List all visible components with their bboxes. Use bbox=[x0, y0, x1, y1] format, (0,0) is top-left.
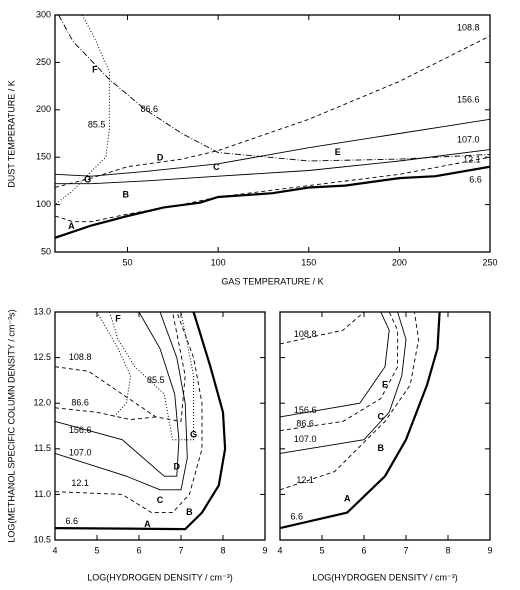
contour-line bbox=[280, 312, 399, 432]
y-axis-label: LOG(METHANOL SPECIFIC COLUMN DENSITY / c… bbox=[6, 309, 16, 542]
contour-line bbox=[55, 156, 490, 223]
contour-line bbox=[55, 149, 490, 185]
contour-label: E bbox=[335, 147, 341, 157]
x-tick-label: 8 bbox=[445, 545, 450, 555]
x-tick-label: 7 bbox=[403, 545, 408, 555]
x-tick-label: 4 bbox=[52, 545, 57, 555]
contour-line bbox=[58, 15, 490, 162]
contour-label: C bbox=[378, 411, 385, 421]
x-axis-label: LOG(HYDROGEN DENSITY / cm⁻³) bbox=[87, 572, 233, 582]
contour-label: 6.6 bbox=[66, 516, 79, 526]
x-tick-label: 8 bbox=[220, 545, 225, 555]
contour-line bbox=[280, 312, 390, 418]
x-tick-label: 200 bbox=[392, 257, 407, 267]
x-tick-label: 50 bbox=[122, 257, 132, 267]
y-tick-label: 12.5 bbox=[33, 352, 51, 362]
contour-line bbox=[280, 312, 441, 530]
contour-label: C bbox=[213, 162, 220, 172]
x-tick-label: 5 bbox=[319, 545, 324, 555]
contour-line bbox=[280, 312, 420, 491]
contour-line bbox=[280, 312, 365, 345]
x-tick-label: 9 bbox=[262, 545, 267, 555]
y-tick-label: 150 bbox=[36, 152, 51, 162]
contour-label: 12.1 bbox=[71, 478, 89, 488]
contour-line bbox=[55, 35, 490, 188]
contour-label: A bbox=[144, 519, 151, 529]
y-tick-label: 200 bbox=[36, 104, 51, 114]
x-tick-label: 100 bbox=[211, 257, 226, 267]
contour-line bbox=[280, 312, 407, 454]
contour-label: 156.6 bbox=[457, 95, 480, 105]
contour-label: 107.0 bbox=[294, 434, 317, 444]
y-tick-label: 50 bbox=[41, 246, 51, 256]
contour-label: 107.0 bbox=[457, 135, 480, 145]
x-tick-label: 4 bbox=[277, 545, 282, 555]
y-tick-label: 100 bbox=[36, 199, 51, 209]
x-tick-label: 250 bbox=[482, 257, 497, 267]
contour-label: B bbox=[378, 443, 385, 453]
contour-label: F bbox=[92, 64, 98, 74]
contour-label: 6.6 bbox=[469, 174, 482, 184]
x-tick-label: 7 bbox=[178, 545, 183, 555]
y-tick-label: 13.0 bbox=[33, 306, 51, 316]
contour-label: 85.5 bbox=[147, 375, 165, 385]
y-tick-label: 11.5 bbox=[34, 443, 51, 453]
contour-label: G bbox=[84, 174, 91, 184]
contour-label: C bbox=[157, 495, 164, 505]
y-tick-label: 10.5 bbox=[33, 534, 51, 544]
contour-label: B bbox=[186, 507, 193, 517]
y-tick-label: 11.0 bbox=[34, 489, 51, 499]
x-tick-label: 150 bbox=[301, 257, 316, 267]
x-tick-label: 6 bbox=[361, 545, 366, 555]
contour-label: 156.6 bbox=[69, 425, 92, 435]
contour-label: D bbox=[157, 153, 164, 163]
contour-label: 86.6 bbox=[140, 104, 158, 114]
contour-label: B bbox=[122, 189, 129, 199]
contour-label: 108.8 bbox=[457, 23, 480, 33]
contour-line bbox=[55, 312, 188, 491]
y-tick-label: 12.0 bbox=[33, 398, 51, 408]
contour-line bbox=[55, 165, 490, 239]
contour-label: 12.1 bbox=[463, 154, 481, 164]
y-tick-label: 300 bbox=[36, 9, 51, 19]
y-tick-label: 250 bbox=[36, 57, 51, 67]
contour-label: E bbox=[382, 379, 388, 389]
x-tick-label: 6 bbox=[136, 545, 141, 555]
contour-line bbox=[55, 118, 490, 177]
contour-label: A bbox=[68, 221, 75, 231]
plot-frame bbox=[279, 311, 491, 541]
contour-line bbox=[55, 407, 156, 421]
plot-frame bbox=[54, 14, 491, 253]
contour-line bbox=[55, 312, 227, 531]
contour-line bbox=[55, 312, 203, 514]
contour-label: 108.8 bbox=[69, 352, 92, 362]
contour-label: 12.1 bbox=[296, 475, 314, 485]
x-axis-label: GAS TEMPERATURE / K bbox=[221, 276, 323, 286]
x-tick-label: 5 bbox=[94, 545, 99, 555]
contour-line bbox=[55, 312, 180, 477]
contour-label: A bbox=[344, 493, 351, 503]
contour-label: 6.6 bbox=[291, 512, 304, 522]
contour-label: 85.5 bbox=[88, 119, 106, 129]
contour-label: 108.8 bbox=[294, 329, 317, 339]
x-tick-label: 9 bbox=[487, 545, 492, 555]
y-axis-label: DUST TEMPERATURE / K bbox=[6, 80, 16, 188]
contour-label: 86.6 bbox=[296, 419, 314, 429]
contour-label: F bbox=[115, 314, 121, 324]
contour-label: 107.0 bbox=[69, 448, 92, 458]
contour-line bbox=[96, 312, 132, 418]
x-axis-label: LOG(HYDROGEN DENSITY / cm⁻³) bbox=[312, 572, 458, 582]
contour-label: 86.6 bbox=[71, 398, 89, 408]
contour-label: D bbox=[174, 461, 181, 471]
contour-label: 156.6 bbox=[294, 405, 317, 415]
contour-label: G bbox=[190, 429, 197, 439]
